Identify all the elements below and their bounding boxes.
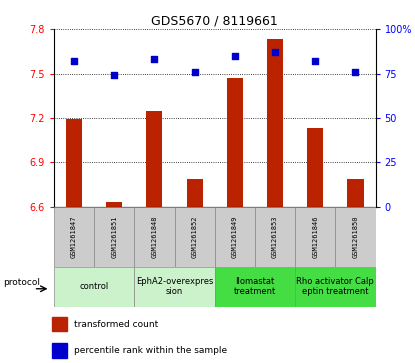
Text: GSM1261847: GSM1261847	[71, 216, 77, 258]
Text: GSM1261851: GSM1261851	[111, 216, 117, 258]
Bar	[215, 267, 295, 307]
Point	[352, 69, 359, 75]
Bar	[94, 207, 134, 267]
Text: GSM1261850: GSM1261850	[352, 216, 359, 258]
Bar	[215, 207, 255, 267]
Point	[232, 53, 238, 58]
Bar	[175, 207, 215, 267]
Text: GSM1261853: GSM1261853	[272, 216, 278, 258]
Point	[71, 58, 77, 64]
Bar	[295, 267, 376, 307]
Text: GSM1261848: GSM1261848	[151, 216, 157, 258]
Bar	[134, 207, 175, 267]
Text: GSM1261849: GSM1261849	[232, 216, 238, 258]
Text: Ilomastat
treatment: Ilomastat treatment	[234, 277, 276, 297]
Bar	[255, 207, 295, 267]
Bar	[347, 179, 364, 207]
Bar	[146, 111, 163, 207]
Bar	[227, 78, 243, 207]
Bar	[66, 119, 82, 207]
Text: GSM1261846: GSM1261846	[312, 216, 318, 258]
Text: control: control	[80, 282, 109, 291]
Point	[111, 72, 117, 78]
Bar	[307, 129, 323, 207]
Text: transformed count: transformed count	[74, 319, 159, 329]
Bar	[335, 207, 376, 267]
Bar	[54, 207, 94, 267]
Text: EphA2-overexpres
sion: EphA2-overexpres sion	[136, 277, 213, 297]
Point	[191, 69, 198, 75]
Text: percentile rank within the sample: percentile rank within the sample	[74, 346, 227, 355]
Text: GSM1261852: GSM1261852	[192, 216, 198, 258]
Bar	[295, 207, 335, 267]
Text: Rho activator Calp
eptin treatment: Rho activator Calp eptin treatment	[296, 277, 374, 297]
Bar	[52, 343, 67, 358]
Title: GDS5670 / 8119661: GDS5670 / 8119661	[151, 15, 278, 28]
Point	[272, 49, 278, 55]
Bar	[106, 203, 122, 207]
Point	[312, 58, 319, 64]
Bar	[52, 317, 67, 331]
Point	[151, 56, 158, 62]
Bar	[134, 267, 215, 307]
Bar	[267, 40, 283, 207]
Text: protocol: protocol	[3, 278, 40, 287]
Bar	[187, 179, 203, 207]
Bar	[54, 267, 134, 307]
